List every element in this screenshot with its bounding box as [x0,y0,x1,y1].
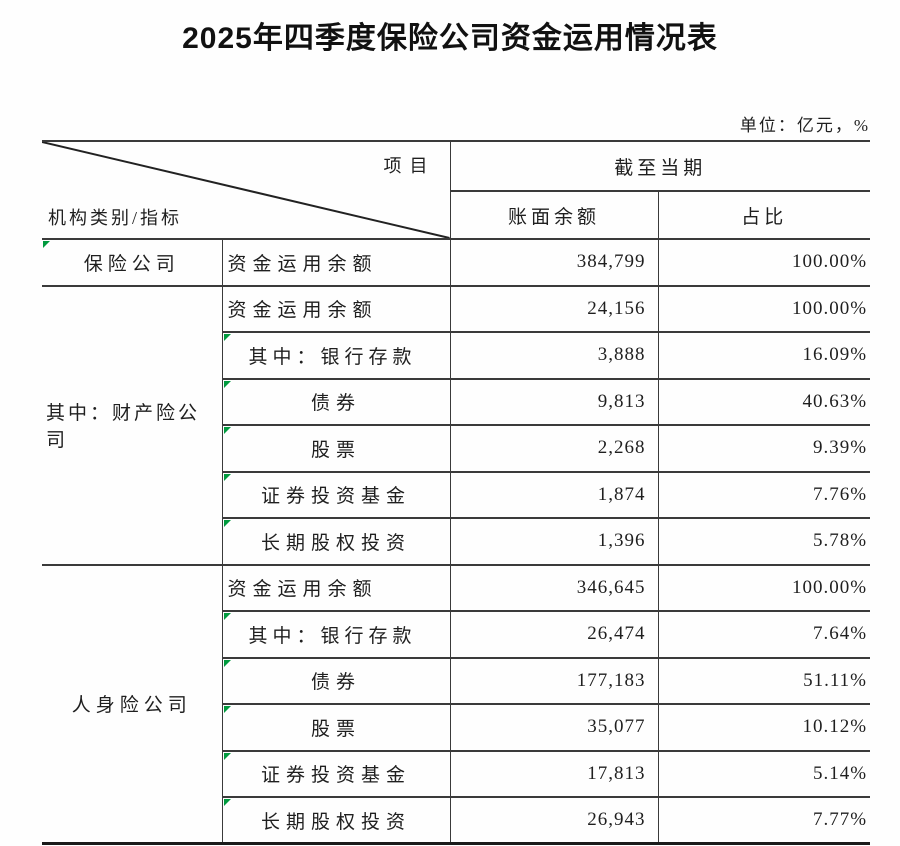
share-cell: 5.14% [657,749,871,798]
table-row: 证券投资基金 17,813 5.14% [42,749,871,798]
balance-cell: 384,799 [449,238,659,287]
share-cell: 16.09% [657,331,871,380]
indicator-cell: 长期股权投资 [222,796,451,845]
excel-error-marker-icon [223,520,231,527]
unit-note: 单位：亿元，% [739,116,870,135]
share-cell: 40.63% [657,377,871,426]
share-cell: 9.39% [657,424,871,473]
table-row: 长期股权投资 1,396 5.78% [42,517,871,566]
group-label: 保险公司 [83,253,180,275]
indicator-label: 证券投资基金 [260,486,411,508]
share-cell: 100.00% [657,284,871,333]
column-header-share: 占比 [657,190,871,240]
excel-error-marker-icon [223,799,231,806]
column-header-balance: 账面余额 [450,190,659,240]
balance-cell: 35,077 [449,703,659,752]
group-label: 其中：财产险公司 [46,403,201,451]
excel-error-marker-icon [43,241,50,248]
table-row: 股票 2,268 9.39% [42,424,871,473]
indicator-cell: 资金运用余额 [221,238,451,287]
group-cell: 保险公司 [42,238,223,287]
header-row-2: 账面余额 占比 [42,190,871,240]
indicator-label: 其中：银行存款 [248,346,417,368]
indicator-cell: 债券 [222,656,451,705]
balance-cell: 26,943 [449,796,659,845]
indicator-cell: 其中：银行存款 [222,610,451,659]
indicator-cell: 其中：银行存款 [222,331,451,380]
table-row: 证券投资基金 1,874 7.76% [42,470,871,519]
indicator-cell: 股票 [222,703,451,752]
group-label: 人身险公司 [71,695,192,717]
excel-error-marker-icon [223,334,231,341]
excel-error-marker-icon [223,427,231,434]
indicator-label: 债券 [310,393,361,415]
indicator-label: 其中：银行存款 [248,625,417,647]
table-row: 债券 9,813 40.63% [42,377,871,426]
group-cell: 其中：财产险公司 [42,284,223,566]
indicator-cell: 资金运用余额 [221,563,451,612]
excel-error-marker-icon [223,380,231,388]
indicator-cell: 证券投资基金 [222,749,451,798]
share-cell: 51.11% [657,656,871,705]
balance-cell: 2,268 [449,424,659,473]
share-cell: 7.64% [657,610,871,659]
balance-cell: 24,156 [449,284,659,333]
indicator-cell: 债券 [222,377,451,426]
indicator-label: 债券 [310,672,361,694]
balance-cell: 1,874 [449,470,659,519]
indicator-label: 长期股权投资 [260,532,411,554]
span-header-cell: 截至当期 [449,140,871,192]
page-title: 2025年四季度保险公司资金运用情况表 [182,22,718,55]
table-row: 股票 35,077 10.12% [42,703,871,752]
share-cell: 7.76% [657,470,871,519]
corner-label-category: 机构类别/指标 [48,208,183,228]
table-row: 人身险公司 资金运用余额 346,645 100.00% [42,563,871,845]
header-row-1: 项目 机构类别/指标 截至当期 [42,140,871,240]
table-row: 长期股权投资 26,943 7.77% [42,796,871,845]
indicator-label: 证券投资基金 [260,765,411,787]
indicator-cell: 证券投资基金 [222,470,451,519]
indicator-label: 股票 [310,718,361,740]
indicator-label: 长期股权投资 [260,811,411,833]
excel-error-marker-icon [223,473,231,481]
diagonal-divider-line [42,142,450,238]
balance-cell: 3,888 [449,331,659,380]
excel-error-marker-icon [223,706,231,713]
excel-error-marker-icon [223,752,231,760]
balance-cell: 9,813 [449,377,659,426]
share-cell: 7.77% [657,796,871,845]
diagonal-corner-cell: 项目 机构类别/指标 [42,140,451,240]
excel-error-marker-icon [223,659,231,667]
indicator-cell: 股票 [222,424,451,473]
balance-cell: 346,645 [449,563,659,612]
share-cell: 5.78% [657,517,871,566]
balance-cell: 17,813 [449,749,659,798]
table-row: 其中：银行存款 26,474 7.64% [42,610,871,659]
balance-cell: 177,183 [449,656,659,705]
share-cell: 100.00% [657,563,871,612]
table-row: 其中：银行存款 3,888 16.09% [42,331,871,380]
balance-cell: 1,396 [449,517,659,566]
excel-error-marker-icon [223,613,231,620]
indicator-cell: 资金运用余额 [221,284,451,333]
indicator-label: 股票 [310,439,361,461]
indicator-cell: 长期股权投资 [222,517,451,566]
fund-usage-table: 项目 机构类别/指标 截至当期 账面余额 占比 保险公司 资金运用余额 384,… [42,140,871,845]
table-row: 保险公司 资金运用余额 384,799 100.00% [42,238,871,287]
share-cell: 100.00% [657,238,871,287]
table-row: 债券 177,183 51.11% [42,656,871,705]
share-cell: 10.12% [657,703,871,752]
group-cell: 人身险公司 [42,563,223,845]
table-row: 其中：财产险公司 资金运用余额 24,156 100.00% [42,284,871,566]
balance-cell: 26,474 [449,610,659,659]
corner-label-item: 项目 [383,156,436,176]
